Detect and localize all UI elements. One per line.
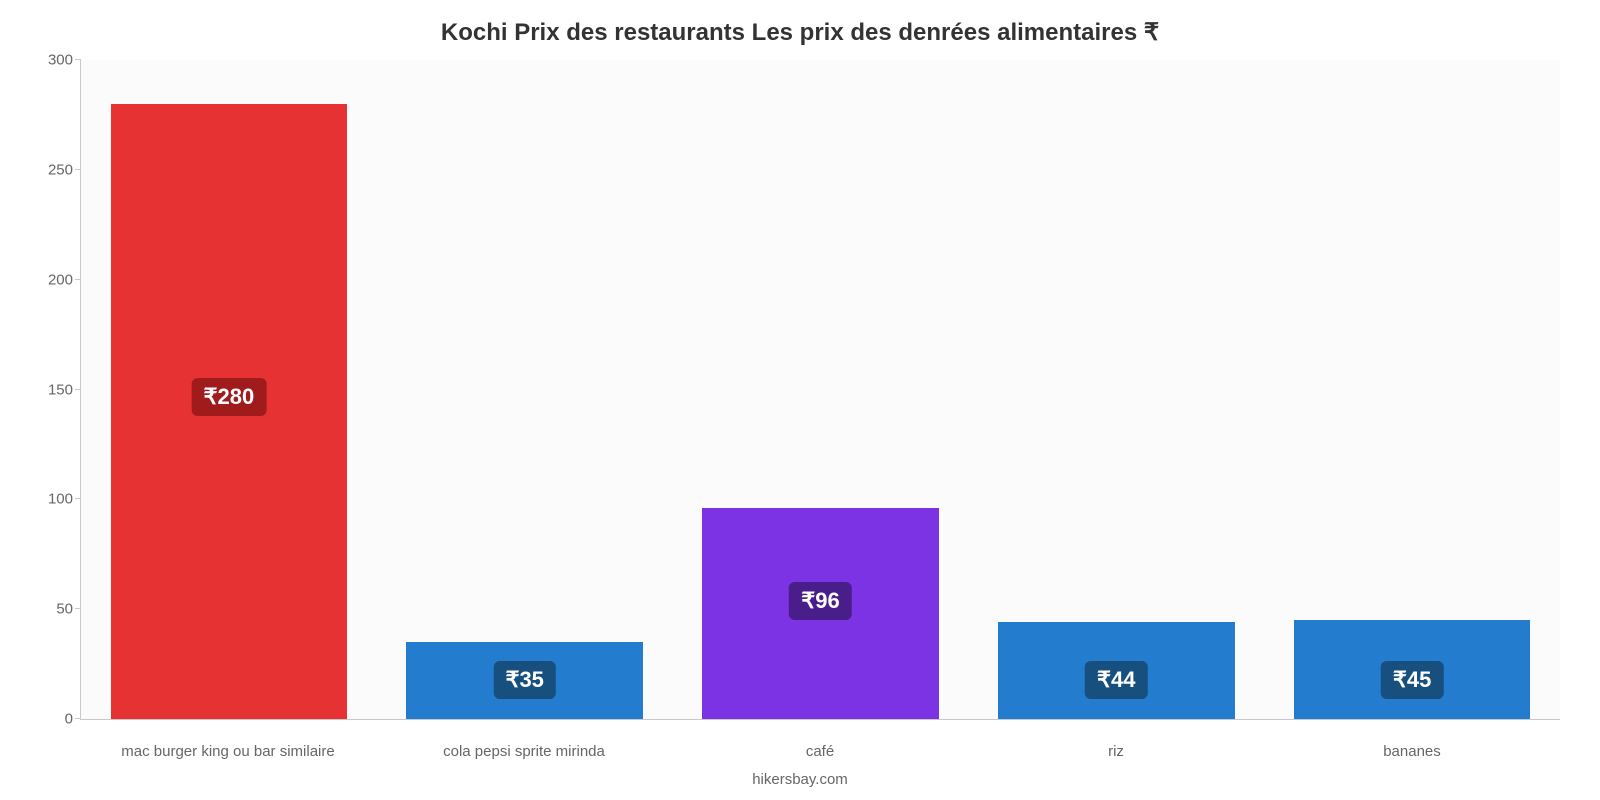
credit-text: hikersbay.com [0, 771, 1600, 788]
bar-slot: ₹280 [81, 60, 377, 719]
bar-value-label: ₹96 [789, 582, 851, 620]
y-tick-label: 250 [31, 161, 73, 178]
y-tick-label: 100 [31, 491, 73, 508]
y-tick-mark [75, 279, 81, 280]
bar-value-label: ₹35 [493, 661, 555, 699]
x-axis-label: mac burger king ou bar similaire [80, 743, 376, 760]
y-tick-mark [75, 389, 81, 390]
y-tick-label: 50 [31, 601, 73, 618]
y-tick-mark [75, 169, 81, 170]
bar-slot: ₹35 [377, 60, 673, 719]
bar-value-label: ₹280 [192, 378, 267, 416]
chart-title: Kochi Prix des restaurants Les prix des … [0, 0, 1600, 47]
bar-slot: ₹44 [968, 60, 1264, 719]
y-tick-label: 200 [31, 271, 73, 288]
plot-area: ₹280₹35₹96₹44₹45 050100150200250300 [80, 60, 1560, 720]
x-axis-label: café [672, 743, 968, 760]
chart-container: Kochi Prix des restaurants Les prix des … [0, 0, 1600, 800]
x-axis-label: riz [968, 743, 1264, 760]
bar-value-label: ₹45 [1381, 661, 1443, 699]
y-tick-mark [75, 718, 81, 719]
bar-slot: ₹96 [673, 60, 969, 719]
y-tick-label: 300 [31, 52, 73, 69]
bar-value-label: ₹44 [1085, 661, 1147, 699]
bars-row: ₹280 ₹35 ₹96 ₹44 ₹45 [81, 60, 1560, 719]
y-tick-label: 150 [31, 381, 73, 398]
y-tick-label: 0 [31, 711, 73, 728]
y-tick-mark [75, 59, 81, 60]
y-tick-mark [75, 608, 81, 609]
x-axis-labels: mac burger king ou bar similairecola pep… [80, 743, 1560, 760]
y-tick-mark [75, 498, 81, 499]
x-axis-label: bananes [1264, 743, 1560, 760]
bar-slot: ₹45 [1264, 60, 1560, 719]
x-axis-label: cola pepsi sprite mirinda [376, 743, 672, 760]
